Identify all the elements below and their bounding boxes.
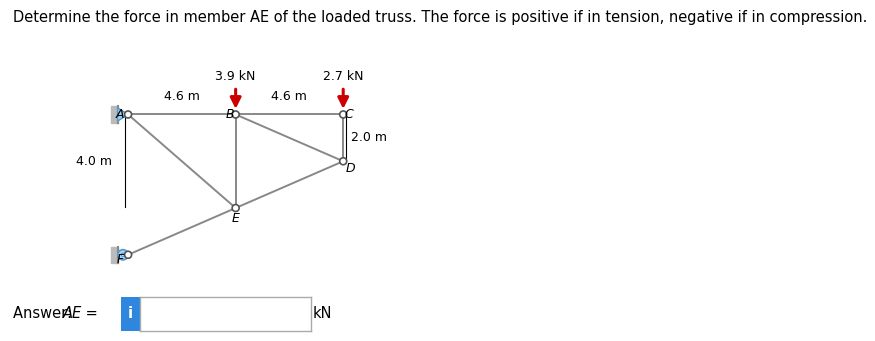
- Text: AE: AE: [63, 306, 82, 321]
- Text: B: B: [226, 108, 234, 121]
- Text: 4.6 m: 4.6 m: [164, 90, 200, 103]
- Text: Determine the force in member AE of the loaded truss. The force is positive if i: Determine the force in member AE of the …: [13, 10, 867, 25]
- Text: =: =: [81, 306, 98, 321]
- Text: 4.0 m: 4.0 m: [76, 155, 112, 168]
- Circle shape: [122, 253, 124, 256]
- Text: 3.9 kN: 3.9 kN: [215, 70, 256, 83]
- Circle shape: [118, 250, 128, 260]
- Text: F: F: [116, 253, 123, 266]
- Circle shape: [340, 158, 346, 165]
- Text: i: i: [128, 306, 133, 321]
- Circle shape: [124, 251, 131, 258]
- Text: 2.7 kN: 2.7 kN: [323, 70, 363, 83]
- Circle shape: [232, 205, 239, 211]
- Text: kN: kN: [312, 306, 332, 321]
- Text: A: A: [116, 108, 124, 121]
- Text: Answer:: Answer:: [13, 306, 77, 321]
- Text: 2.0 m: 2.0 m: [352, 131, 388, 144]
- Circle shape: [340, 111, 346, 118]
- Text: 4.6 m: 4.6 m: [271, 90, 307, 103]
- Text: C: C: [345, 108, 354, 121]
- Text: D: D: [346, 162, 355, 175]
- Polygon shape: [117, 108, 128, 121]
- Circle shape: [232, 111, 239, 118]
- Text: E: E: [232, 212, 240, 225]
- Circle shape: [124, 111, 131, 118]
